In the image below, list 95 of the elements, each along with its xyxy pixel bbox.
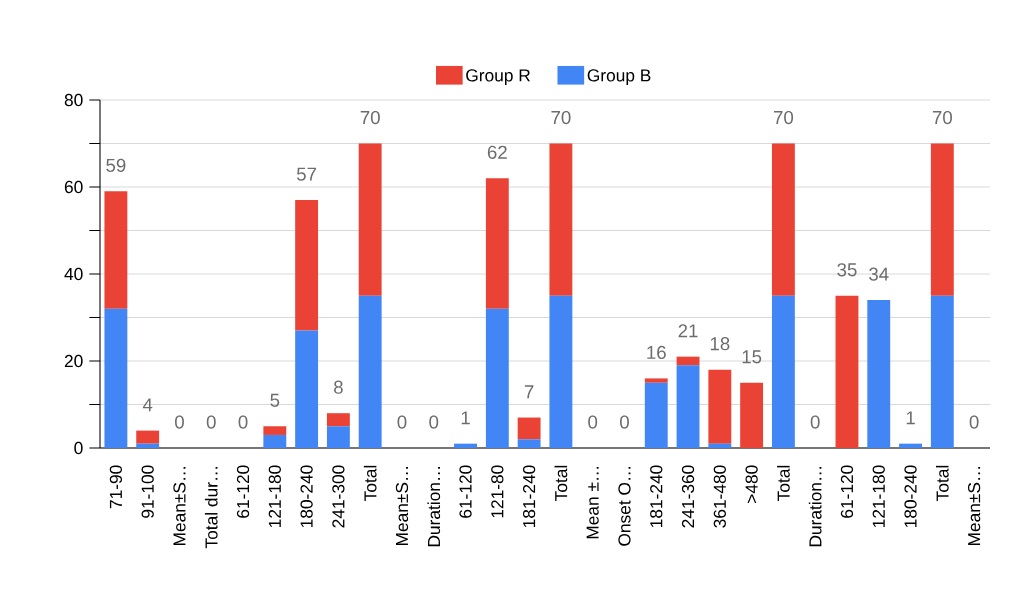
bar (104, 308, 128, 448)
bar (104, 191, 128, 309)
bar (835, 295, 859, 448)
total-label: 4 (142, 398, 153, 412)
x-tick-label: 241-300 (332, 465, 345, 528)
x-tick-label: Total dur… (204, 467, 218, 549)
x-tick-label: Mean±S… (173, 467, 186, 546)
bar (485, 308, 509, 448)
x-tick-label: 181-240 (522, 465, 536, 528)
legend-label: Group B (587, 69, 651, 85)
total-label: 70 (551, 110, 571, 125)
x-tick-label: Total (935, 465, 949, 501)
total-label: 0 (397, 415, 407, 429)
total-label: 21 (678, 324, 698, 338)
bar (740, 382, 764, 448)
bar (771, 143, 795, 296)
total-label: 0 (429, 415, 439, 429)
total-label: 0 (175, 415, 184, 429)
x-tick-label: 61-120 (236, 465, 250, 518)
bar (708, 369, 732, 444)
total-label: 18 (710, 337, 730, 351)
total-label: 34 (869, 267, 889, 281)
bar (485, 178, 509, 309)
bar (358, 295, 382, 448)
x-tick-label: Total (363, 465, 377, 501)
x-tick-label: 71-90 (109, 465, 123, 509)
bar (326, 413, 350, 427)
bar (263, 426, 287, 435)
bar (295, 330, 319, 448)
total-label: 59 (106, 158, 126, 172)
x-tick-label: >480 (745, 465, 758, 503)
y-tick-label: 0 (74, 441, 83, 455)
x-tick-label: 121-180 (268, 465, 281, 528)
bar (708, 443, 732, 448)
x-tick-label: Total (777, 465, 790, 501)
bar (517, 417, 541, 440)
total-label: 16 (647, 345, 666, 360)
bar (867, 300, 891, 448)
total-label: 1 (461, 411, 470, 425)
x-tick-label: 61-120 (459, 465, 472, 518)
y-tick-label: 60 (64, 180, 83, 194)
x-tick-label: Duration… (427, 467, 441, 547)
total-label: 7 (524, 385, 534, 399)
x-tick-label: Mean±S… (395, 467, 409, 546)
bar (899, 443, 922, 448)
bar (295, 200, 319, 331)
bar (263, 434, 287, 448)
x-tick-label: 361-480 (713, 465, 726, 528)
x-tick-label: Mean±S… (967, 467, 981, 546)
x-tick-label: 121-80 (491, 465, 504, 518)
bar (517, 439, 541, 448)
bar (549, 295, 573, 448)
y-tick-label: 80 (64, 93, 83, 107)
bar (136, 443, 160, 448)
x-tick-label: 241-360 (681, 465, 695, 528)
bar (771, 295, 795, 448)
total-label: 1 (906, 411, 915, 425)
legend-label: Group R (466, 69, 530, 85)
total-label: 35 (837, 263, 857, 277)
total-label: 70 (360, 110, 380, 125)
bar (644, 382, 668, 448)
bar (644, 378, 668, 383)
total-label: 0 (238, 415, 248, 429)
x-tick-label: 180-240 (904, 465, 917, 528)
x-tick-label: 181-240 (650, 465, 663, 528)
x-tick-label: 121-180 (872, 465, 885, 528)
total-label: 62 (487, 145, 507, 159)
bar (358, 143, 382, 296)
bar (676, 365, 700, 448)
bar (930, 295, 954, 448)
total-label: 70 (932, 110, 952, 125)
total-label: 0 (588, 415, 598, 429)
x-tick-label: Duration… (808, 467, 822, 547)
total-label: 0 (969, 415, 979, 429)
bar (136, 430, 160, 444)
total-label: 5 (270, 393, 280, 407)
bar (326, 426, 350, 448)
x-tick-label: Total (554, 465, 568, 501)
bar (930, 143, 954, 296)
x-tick-label: Onset O… (618, 467, 631, 546)
y-tick-label: 20 (64, 354, 83, 368)
total-label: 70 (773, 110, 794, 125)
total-label: 0 (206, 415, 216, 429)
total-label: 8 (334, 380, 343, 394)
x-tick-label: 91-100 (141, 465, 154, 518)
y-tick-label: 40 (64, 267, 83, 281)
x-tick-label: Mean ±… (586, 467, 599, 539)
x-tick-label: 61-120 (840, 465, 854, 518)
total-label: 15 (742, 350, 762, 364)
bar (454, 443, 477, 448)
x-tick-label: 180-240 (300, 465, 313, 528)
total-label: 57 (296, 167, 317, 181)
total-label: 0 (620, 415, 629, 429)
total-label: 0 (810, 415, 820, 429)
bar (549, 143, 573, 296)
